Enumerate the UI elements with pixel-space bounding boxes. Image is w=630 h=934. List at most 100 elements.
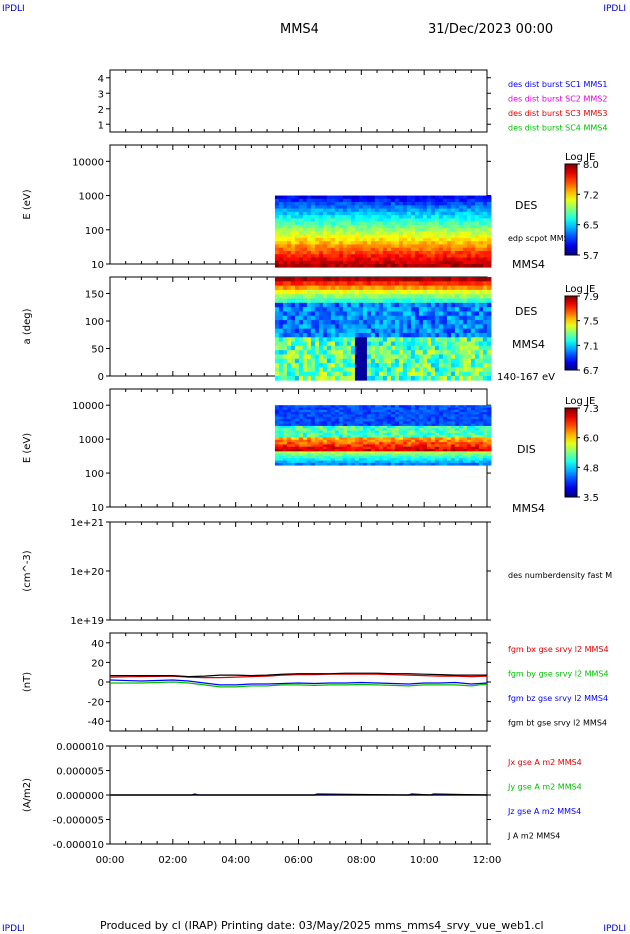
pitch-angle-cell — [422, 311, 428, 317]
spectrogram-cell — [414, 430, 420, 434]
spectrogram-cell — [282, 414, 288, 418]
spectrogram-cell — [318, 250, 324, 255]
spectrogram-cell — [458, 211, 464, 216]
pitch-angle-cell — [438, 332, 444, 338]
pitch-angle-cell — [434, 281, 440, 286]
pitch-angle-cell — [410, 358, 416, 364]
spectrogram-cell — [398, 247, 404, 252]
spectrogram-cell — [350, 215, 356, 219]
pitch-angle-cell — [382, 302, 388, 308]
pitch-angle-cell — [346, 320, 352, 325]
pitch-angle-cell — [374, 311, 380, 317]
colorbar-tick-label: 6.0 — [583, 434, 599, 445]
spectrogram-cell — [450, 435, 456, 438]
pitch-angle-cell — [486, 332, 492, 338]
spectrogram-cell — [466, 423, 472, 427]
spectrogram-cell — [450, 221, 456, 226]
spectrogram-cell — [326, 215, 332, 219]
spectrogram-cell — [342, 446, 348, 450]
pitch-angle-cell — [462, 307, 468, 312]
pitch-angle-cell — [282, 315, 288, 321]
pitch-angle-cell — [466, 281, 472, 286]
spectrogram-cell — [286, 202, 292, 206]
spectrogram-cell — [354, 419, 360, 422]
pitch-angle-cell — [342, 294, 348, 299]
spectrogram-cell — [346, 231, 352, 236]
pitch-angle-cell — [286, 332, 292, 338]
spectrogram-cell — [414, 205, 420, 209]
pitch-angle-cell — [478, 341, 484, 347]
spectrogram-cell — [462, 458, 468, 461]
pitch-angle-cell — [370, 307, 376, 312]
pitch-angle-cell — [374, 328, 380, 334]
spectrogram-cell — [286, 254, 292, 258]
spectrogram-cell — [458, 254, 464, 258]
colorbar-tick-label: 7.5 — [583, 317, 599, 328]
spectrogram-cell — [366, 231, 372, 236]
spectrogram-cell — [286, 211, 292, 216]
pitch-angle-cell — [366, 367, 372, 373]
pitch-angle-cell — [486, 302, 492, 308]
pitch-angle-cell — [354, 376, 360, 381]
spectrogram-cell — [374, 260, 380, 265]
spectrogram-cell — [398, 198, 404, 203]
spectrogram-cell — [290, 244, 296, 249]
pitch-angle-cell — [458, 345, 464, 351]
spectrogram-cell — [450, 430, 456, 434]
pitch-angle-cell — [438, 307, 444, 312]
pitch-angle-cell — [386, 363, 392, 368]
spectrogram-cell — [286, 439, 292, 443]
pitch-angle-cell — [310, 350, 316, 355]
pitch-angle-cell — [362, 337, 368, 342]
pitch-angle-cell — [330, 332, 336, 338]
spectrogram-cell — [390, 231, 396, 236]
spectrogram-cell — [346, 241, 352, 245]
spectrogram-cell — [318, 211, 324, 216]
spectrogram-cell — [426, 442, 432, 445]
pitch-angle-cell — [362, 315, 368, 321]
spectrogram-cell — [482, 455, 488, 459]
spectrogram-cell — [382, 430, 388, 434]
pitch-angle-cell — [426, 294, 432, 299]
spectrogram-cell — [406, 414, 412, 418]
spectrogram-cell — [394, 462, 400, 466]
spectrogram-cell — [438, 250, 444, 255]
spectrogram-cell — [326, 451, 332, 455]
spectrogram-cell — [454, 412, 460, 415]
spectrogram-cell — [418, 228, 424, 232]
spectrogram-cell — [482, 407, 488, 411]
spectrogram-cell — [290, 195, 296, 200]
spectrogram-cell — [454, 439, 460, 443]
spectrogram-cell — [482, 241, 488, 245]
spectrogram-cell — [482, 449, 488, 452]
spectrogram-cell — [470, 250, 476, 255]
spectrogram-cell — [338, 205, 344, 209]
spectrogram-cell — [458, 423, 464, 427]
pitch-angle-cell — [298, 311, 304, 317]
spectrogram-cell — [330, 244, 336, 249]
pitch-angle-cell — [302, 363, 308, 368]
spectrogram-cell — [458, 202, 464, 206]
spectrogram-cell — [442, 428, 448, 431]
spectrogram-cell — [486, 264, 492, 268]
spectrogram-cell — [278, 446, 284, 450]
x-tick-label: 10:00 — [410, 855, 439, 866]
spectrogram-cell — [462, 423, 468, 427]
spectrogram-cell — [374, 451, 380, 455]
spectrogram-cell — [274, 215, 280, 219]
pitch-angle-cell — [322, 345, 328, 351]
spectrogram-cell — [382, 241, 388, 245]
pitch-angle-cell — [334, 281, 340, 286]
pitch-angle-cell — [446, 320, 452, 325]
pitch-angle-cell — [358, 367, 364, 373]
pitch-angle-cell — [362, 345, 368, 351]
spectrogram-cell — [370, 244, 376, 249]
pitch-angle-cell — [478, 311, 484, 317]
pitch-angle-cell — [422, 358, 428, 364]
pitch-angle-cell — [306, 354, 312, 360]
pitch-angle-cell — [350, 298, 356, 304]
spectrogram-cell — [438, 439, 444, 443]
spectrogram-cell — [346, 446, 352, 450]
pitch-angle-cell — [426, 311, 432, 317]
pitch-angle-cell — [338, 332, 344, 338]
